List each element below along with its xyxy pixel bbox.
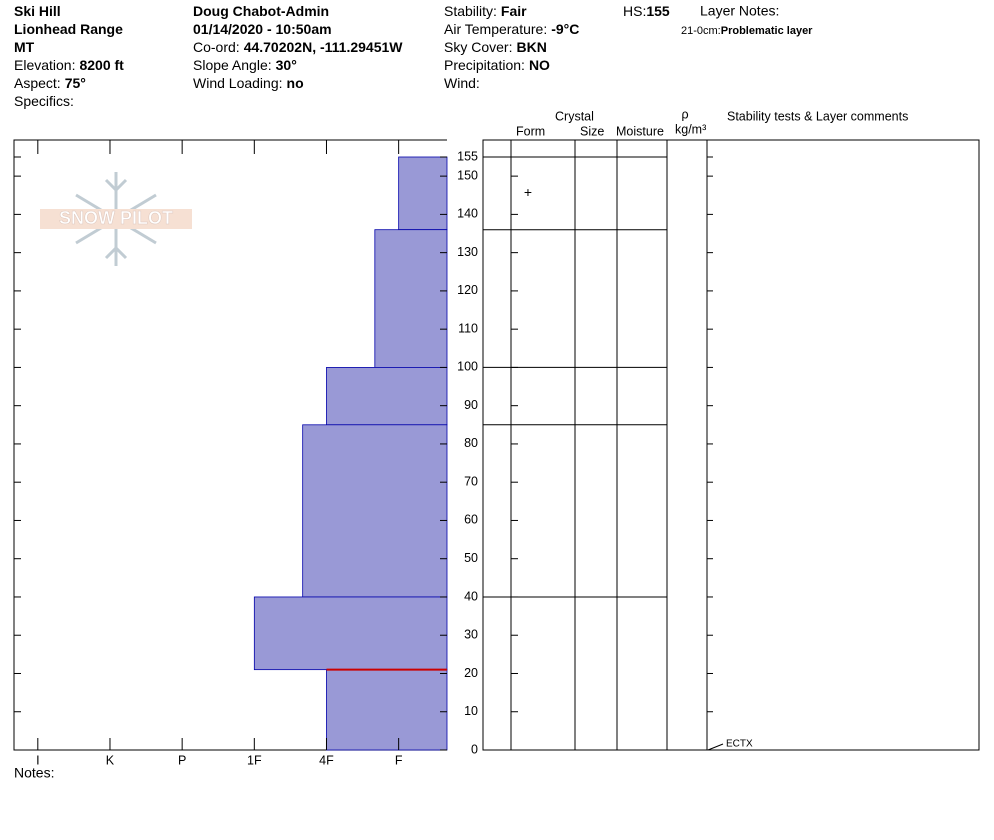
col-header: Moisture [616,124,664,138]
y-tick-label: 110 [458,321,478,335]
field-value: Doug Chabot-Admin [193,3,329,19]
y-tick-label: 50 [464,551,478,565]
hardness-bar [398,156,448,231]
x-tick-label: 1F [247,753,262,767]
field-label: Stability: [444,3,497,19]
field-label: Wind Loading: [193,75,283,91]
header-field: Co-ord: 44.70202N, -111.29451W [193,39,403,55]
field-value: BKN [516,39,546,55]
test-pointer [707,743,724,751]
y-tick-label: 0 [471,742,478,756]
layer-notes-label: Layer Notes: [700,3,779,19]
logo-text: SNOW PILOT [59,208,173,228]
x-tick-label: 4F [319,753,334,767]
header-field: MT [14,39,35,55]
field-value: 01/14/2020 - 10:50am [193,21,332,37]
y-tick-label: 150 [457,168,478,182]
y-tick-label: 100 [457,360,478,374]
field-label: Air Temperature: [444,21,547,37]
col-header: Stability tests & Layer comments [727,109,908,123]
field-value: NO [529,57,550,73]
hardness-bar [326,367,448,426]
hardness-bar [326,669,448,751]
header-field: Elevation: 8200 ft [14,57,124,73]
layer-note: 21-0cm:Problematic layer [681,25,813,37]
header-field: Air Temperature: -9°C [444,21,579,37]
plot: +0 10 20 30 40 50 60 70 80 90 100 110 120 130 140 150 15… [13,139,980,767]
field-value: 75° [65,75,86,91]
x-tick-label: K [106,753,115,767]
notes-label: Notes: [14,765,54,781]
field-label: Aspect: [14,75,61,91]
y-tick-label: 80 [464,436,478,450]
field-label: Wind: [444,75,480,91]
note-text: Problematic layer [721,25,813,37]
header-field: Ski Hill [14,3,61,19]
field-label: Sky Cover: [444,39,512,55]
logo: SNOW PILOT [40,172,192,266]
field-value: Fair [501,3,527,19]
layer-table-frame [482,139,980,751]
header-field: Wind: [444,75,480,91]
field-value: Ski Hill [14,3,61,19]
y-tick-label: 30 [464,628,478,642]
x-tick-label: I [36,753,39,767]
field-value: Lionhead Range [14,21,123,37]
col-header: kg/m³ [675,122,706,136]
field-value: MT [14,39,35,55]
field-value: 30° [276,57,297,73]
x-tick-label: P [178,753,186,767]
header-field: Doug Chabot-Admin [193,3,329,19]
header-field: Precipitation: NO [444,57,550,73]
y-tick-label: 10 [464,704,478,718]
hardness-bar [253,596,448,671]
y-tick-label: 70 [464,474,478,488]
header-field: Slope Angle: 30° [193,57,297,73]
field-value: -9°C [551,21,579,37]
y-tick-label: 120 [457,283,478,297]
col-header: Form [516,124,545,138]
field-label: HS: [623,3,646,19]
hardness-frame [13,139,447,751]
header-field: Stability: Fair [444,3,527,19]
y-tick-label: 90 [464,398,478,412]
field-value: 155 [646,3,670,19]
header-field: Lionhead Range [14,21,123,37]
note-range: 21-0cm: [681,25,721,37]
y-tick-label: 130 [457,245,478,259]
field-value: 8200 ft [79,57,124,73]
field-label: Precipitation: [444,57,525,73]
hardness-bar [374,229,448,368]
header: Ski Hill Lionhead Range MT Elevation: 8200 f… [14,3,813,109]
field-label: Slope Angle: [193,57,272,73]
y-tick-label: 155 [457,149,478,163]
header-field: Sky Cover: BKN [444,39,547,55]
logo-band [40,209,192,229]
y-tick-label: 60 [464,513,478,527]
grain-form: + [524,184,532,200]
hardness-bar [302,424,448,598]
header-field: Aspect: 75° [14,75,86,91]
y-tick-label: 20 [464,666,478,680]
col-header: Size [580,124,604,138]
field-label: Specifics: [14,93,74,109]
hs-field: HS:155 [623,3,670,19]
field-value: 44.70202N, -111.29451W [244,39,404,55]
header-field: 01/14/2020 - 10:50am [193,21,332,37]
col-header: Crystal [555,109,594,123]
header-field: Wind Loading: no [193,75,304,91]
field-value: no [287,75,304,91]
x-tick-label: F [395,753,403,767]
header-field: Specifics: [14,93,74,109]
y-tick-label: 140 [457,207,478,221]
field-label: Elevation: [14,57,75,73]
test-result: ECTX [726,739,753,750]
y-tick-label: 40 [464,589,478,603]
field-label: Co-ord: [193,39,240,55]
col-header: ρ [681,107,688,121]
